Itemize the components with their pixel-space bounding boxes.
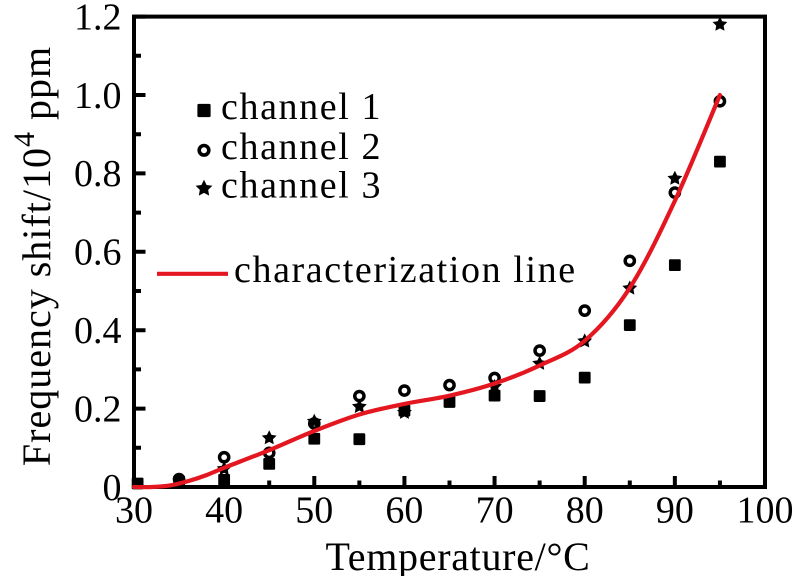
- svg-text:50: 50: [295, 490, 333, 532]
- svg-text:40: 40: [205, 490, 243, 532]
- svg-text:80: 80: [566, 490, 604, 532]
- svg-text:Frequency shift/104 ppm: Frequency shift/104 ppm: [8, 46, 59, 466]
- svg-text:channel 1: channel 1: [221, 86, 382, 128]
- svg-text:100: 100: [737, 490, 794, 532]
- svg-text:characterization line: characterization line: [234, 249, 577, 291]
- svg-text:90: 90: [656, 490, 694, 532]
- svg-text:channel 3: channel 3: [221, 165, 382, 207]
- svg-text:30: 30: [115, 490, 153, 532]
- svg-text:channel 2: channel 2: [221, 126, 382, 168]
- svg-text:0.2: 0.2: [74, 388, 122, 430]
- svg-text:0: 0: [103, 467, 122, 509]
- svg-text:1.2: 1.2: [74, 0, 122, 38]
- svg-text:0.8: 0.8: [74, 153, 122, 195]
- svg-text:Temperature/°C: Temperature/°C: [325, 534, 590, 576]
- svg-text:60: 60: [385, 490, 423, 532]
- svg-text:0.4: 0.4: [74, 310, 122, 352]
- svg-text:0.6: 0.6: [74, 232, 122, 274]
- svg-text:70: 70: [476, 490, 514, 532]
- svg-text:1.0: 1.0: [74, 75, 122, 117]
